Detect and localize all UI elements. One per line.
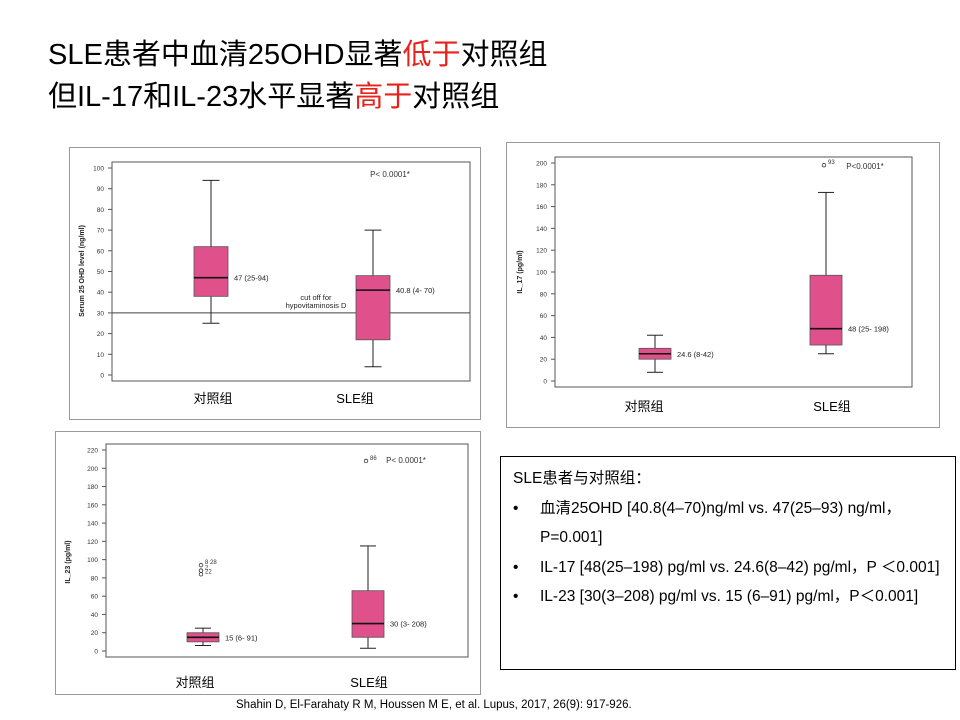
outlier-point (198, 572, 204, 577)
outlier-label: 22 (205, 569, 212, 575)
title-highlight-higher: 高于 (354, 81, 413, 113)
y-tick-label: 80 (540, 291, 548, 298)
chart-panel-il23: 0 20 40 60 80 100 120 140 160 180 200 220 IL_23 (pg/… (55, 431, 481, 695)
title-line-2: 但IL-17和IL-23水平显著高于对照组 (48, 81, 500, 113)
y-axis-label: IL_17 (pg/ml) (517, 250, 524, 293)
box-iqr (355, 275, 391, 341)
y-tick-label: 0 (100, 373, 104, 380)
y-tick-label: 60 (540, 313, 548, 320)
reference-line-label: hypovitaminosis D (286, 301, 347, 310)
median-label: 30 (3- 208) (390, 620, 427, 629)
plot-frame (105, 443, 469, 658)
y-tick-label: 0 (94, 649, 98, 656)
summary-item-il23: IL-23 [30(3–208) pg/ml vs. 15 (6–91) pg/… (513, 582, 945, 612)
y-tick-label: 10 (97, 352, 105, 359)
outlier-point (363, 458, 369, 464)
plot-frame (554, 156, 913, 388)
x-category-sle: SLE组 (320, 388, 390, 407)
y-tick-label: 100 (536, 270, 547, 277)
y-tick-label: 60 (97, 248, 105, 255)
outlier-point (821, 162, 827, 168)
y-tick-label: 80 (91, 575, 99, 582)
x-category-control: 对照组 (160, 672, 230, 691)
p-value-label: P< 0.0001* (370, 170, 410, 179)
chart-il23: 0 20 40 60 80 100 120 140 160 180 200 220 IL_23 (pg/… (65, 443, 469, 658)
plot-frame (111, 161, 471, 382)
y-tick-label: 160 (536, 204, 547, 211)
chart-panel-il17: 0 20 40 60 80 100 120 140 160 180 200 IL_17 (pg/ml)… (506, 142, 940, 428)
slide-title: SLE患者中血清25OHD显著低于对照组 但IL-17和IL-23水平显著高于对… (48, 34, 548, 118)
chart-panel-25ohd: 0 10 20 30 40 50 60 70 80 90 100 Serum 25 OHD level… (69, 147, 481, 420)
median-label: 47 (25-94) (234, 274, 269, 283)
p-value-label: P<0.0001* (846, 162, 884, 171)
y-tick-label: 160 (87, 502, 98, 509)
y-tick-label: 60 (91, 594, 99, 601)
outlier-label: 8 28 (205, 560, 217, 566)
outlier-label: 2 (205, 566, 209, 572)
x-category-control: 对照组 (609, 396, 679, 415)
box-iqr (351, 590, 385, 638)
y-tick-label: 80 (97, 207, 105, 214)
median-label: 40.8 (4- 70) (396, 286, 435, 295)
y-tick-label: 120 (536, 248, 547, 255)
y-tick-label: 70 (97, 228, 105, 235)
outlier-label: 93 (828, 160, 835, 166)
summary-heading: SLE患者与对照组： (513, 470, 651, 487)
outlier-point (198, 562, 204, 568)
x-category-control: 对照组 (178, 388, 248, 407)
summary-box: SLE患者与对照组： 血清25OHD [40.8(4–70)ng/ml vs. … (500, 456, 956, 670)
y-tick-label: 20 (91, 630, 99, 637)
summary-item-25ohd: 血清25OHD [40.8(4–70)ng/ml vs. 47(25–93) n… (513, 494, 945, 553)
y-axis-label: Serum 25 OHD level (ng/ml) (79, 225, 86, 317)
y-tick-label: 40 (540, 335, 548, 342)
reference-line-label: cut off for (300, 293, 332, 302)
median-label: 48 (25- 198) (848, 325, 889, 334)
y-tick-label: 140 (536, 226, 547, 233)
box-iqr (193, 246, 229, 297)
y-axis-label: IL_23 (pg/ml) (65, 540, 72, 583)
y-tick-label: 40 (97, 290, 105, 297)
y-tick-label: 40 (91, 612, 99, 619)
title-line-1: SLE患者中血清25OHD显著低于对照组 (48, 39, 548, 71)
y-tick-label: 20 (540, 357, 548, 364)
y-tick-label: 180 (87, 484, 98, 491)
y-tick-label: 220 (87, 448, 98, 455)
citation: Shahin D, El-Farahaty R M, Houssen M E, … (236, 699, 632, 711)
chart-25ohd: 0 10 20 30 40 50 60 70 80 90 100 Serum 25 OHD level… (79, 161, 471, 382)
y-tick-label: 100 (93, 166, 104, 173)
median-label: 15 (6- 91) (225, 633, 258, 642)
y-tick-label: 100 (87, 557, 98, 564)
y-tick-label: 120 (87, 539, 98, 546)
x-category-sle: SLE组 (334, 672, 404, 691)
y-tick-label: 90 (97, 186, 105, 193)
y-tick-label: 50 (97, 269, 105, 276)
p-value-label: P< 0.0001* (386, 456, 426, 465)
box-iqr (809, 274, 843, 346)
chart-il17: 0 20 40 60 80 100 120 140 160 180 200 IL_17 (pg/ml)… (517, 156, 913, 388)
y-tick-label: 0 (543, 379, 547, 386)
y-tick-label: 200 (536, 161, 547, 168)
outlier-label: 86 (370, 456, 377, 462)
y-tick-label: 180 (536, 182, 547, 189)
y-tick-label: 20 (97, 331, 105, 338)
title-highlight-lower: 低于 (402, 39, 461, 71)
x-category-sle: SLE组 (797, 396, 867, 415)
y-tick-label: 30 (97, 310, 105, 317)
summary-item-il17: IL-17 [48(25–198) pg/ml vs. 24.6(8–42) p… (513, 553, 945, 583)
summary-list: 血清25OHD [40.8(4–70)ng/ml vs. 47(25–93) n… (513, 494, 945, 612)
y-tick-label: 200 (87, 466, 98, 473)
median-label: 24.6 (8-42) (677, 350, 714, 359)
y-tick-label: 140 (87, 521, 98, 528)
